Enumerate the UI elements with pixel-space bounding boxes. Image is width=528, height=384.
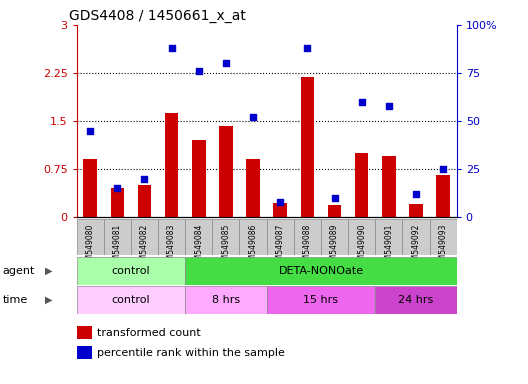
Text: agent: agent — [3, 266, 35, 276]
Bar — [77, 346, 92, 359]
Point — [412, 191, 420, 197]
Bar — [138, 185, 151, 217]
Bar — [375, 219, 402, 255]
Bar — [375, 286, 457, 314]
Text: GSM549093: GSM549093 — [439, 223, 448, 270]
Bar — [103, 219, 131, 255]
Text: GSM549080: GSM549080 — [86, 223, 95, 270]
Text: GSM549090: GSM549090 — [357, 223, 366, 270]
Point — [331, 195, 339, 201]
Text: 24 hrs: 24 hrs — [398, 295, 433, 305]
Text: GSM549082: GSM549082 — [140, 223, 149, 270]
Bar — [355, 153, 369, 217]
Bar — [185, 219, 212, 255]
Text: GSM549091: GSM549091 — [384, 223, 393, 270]
Point — [194, 68, 203, 74]
Bar — [300, 78, 314, 217]
Text: GSM549086: GSM549086 — [249, 223, 258, 270]
Bar — [77, 257, 185, 285]
Bar — [185, 286, 267, 314]
Bar — [402, 219, 430, 255]
Bar — [436, 175, 450, 217]
Bar — [77, 326, 92, 339]
Bar — [219, 126, 233, 217]
Text: GSM549084: GSM549084 — [194, 223, 203, 270]
Text: control: control — [111, 266, 150, 276]
Text: GSM549083: GSM549083 — [167, 223, 176, 270]
Bar — [267, 286, 375, 314]
Bar — [430, 219, 457, 255]
Bar — [165, 113, 178, 217]
Bar — [158, 219, 185, 255]
Text: GDS4408 / 1450661_x_at: GDS4408 / 1450661_x_at — [69, 8, 246, 23]
Point — [303, 45, 312, 51]
Bar — [274, 203, 287, 217]
Text: GSM549092: GSM549092 — [411, 223, 420, 270]
Text: transformed count: transformed count — [98, 328, 201, 338]
Text: time: time — [3, 295, 28, 305]
Bar — [240, 219, 267, 255]
Bar — [382, 156, 395, 217]
Text: percentile rank within the sample: percentile rank within the sample — [98, 348, 285, 358]
Text: GSM549088: GSM549088 — [303, 223, 312, 270]
Bar — [348, 219, 375, 255]
Point — [222, 60, 230, 66]
Bar — [267, 219, 294, 255]
Point — [113, 185, 121, 191]
Point — [167, 45, 176, 51]
Text: 15 hrs: 15 hrs — [304, 295, 338, 305]
Bar — [131, 219, 158, 255]
Point — [249, 114, 257, 120]
Text: ▶: ▶ — [45, 295, 52, 305]
Text: 8 hrs: 8 hrs — [212, 295, 240, 305]
Point — [357, 99, 366, 105]
Bar — [185, 257, 457, 285]
Text: ▶: ▶ — [45, 266, 52, 276]
Bar — [110, 188, 124, 217]
Bar — [321, 219, 348, 255]
Point — [276, 199, 285, 205]
Text: GSM549089: GSM549089 — [330, 223, 339, 270]
Point — [140, 175, 149, 182]
Bar — [294, 219, 321, 255]
Point — [86, 127, 95, 134]
Text: GSM549085: GSM549085 — [221, 223, 230, 270]
Bar — [192, 140, 205, 217]
Bar — [77, 219, 103, 255]
Bar — [83, 159, 97, 217]
Point — [384, 103, 393, 109]
Text: GSM549087: GSM549087 — [276, 223, 285, 270]
Bar — [212, 219, 240, 255]
Text: control: control — [111, 295, 150, 305]
Text: DETA-NONOate: DETA-NONOate — [278, 266, 363, 276]
Point — [439, 166, 447, 172]
Bar — [77, 286, 185, 314]
Bar — [328, 205, 341, 217]
Text: GSM549081: GSM549081 — [113, 223, 122, 270]
Bar — [246, 159, 260, 217]
Bar — [409, 204, 423, 217]
